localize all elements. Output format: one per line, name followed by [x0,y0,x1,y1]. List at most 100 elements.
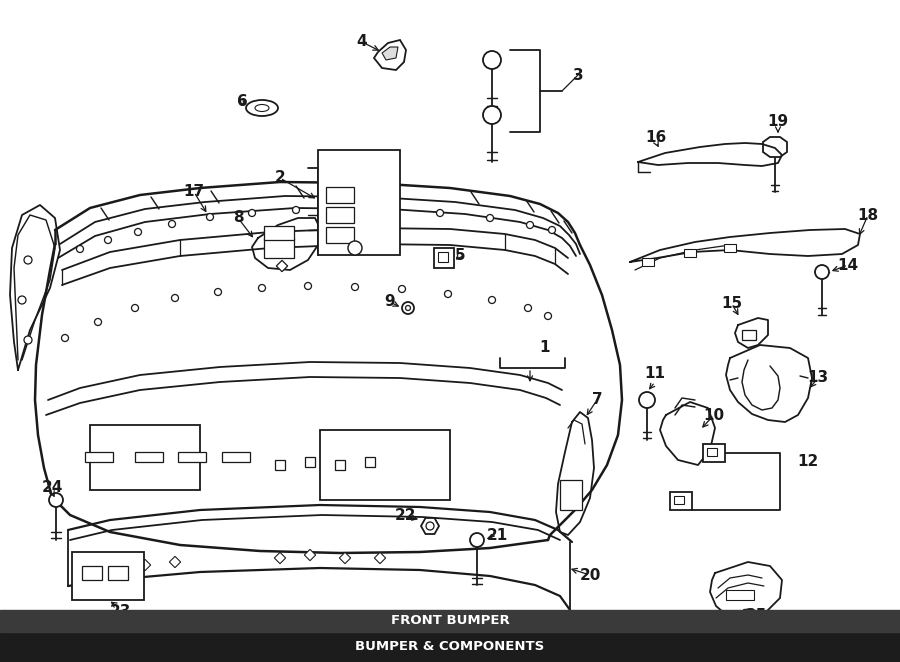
Circle shape [292,207,300,214]
Text: 7: 7 [591,393,602,408]
Circle shape [352,283,358,291]
Circle shape [168,220,176,228]
Bar [434,248,454,268]
Bar [326,187,354,203]
Text: 16: 16 [645,130,667,146]
Ellipse shape [255,105,269,111]
Bar [275,460,285,470]
Bar [339,552,351,563]
Polygon shape [763,137,787,157]
Bar [365,457,375,467]
Circle shape [348,241,362,255]
Circle shape [399,285,406,293]
Bar [85,452,113,462]
Bar [276,260,288,271]
Circle shape [131,305,139,312]
Circle shape [483,106,501,124]
Circle shape [639,392,655,408]
Bar [108,566,128,580]
Bar [264,226,294,240]
Text: 6: 6 [237,95,248,109]
Bar [178,452,206,462]
Polygon shape [421,518,439,534]
Text: 14: 14 [837,258,859,273]
Circle shape [487,214,493,222]
Circle shape [489,297,496,303]
Bar [335,460,345,470]
Text: 11: 11 [644,367,665,381]
Bar [642,258,654,266]
Circle shape [172,295,178,301]
Circle shape [206,214,213,220]
Bar [320,430,450,500]
Text: 3: 3 [572,68,583,83]
Polygon shape [382,47,398,60]
Circle shape [94,318,102,326]
Text: 15: 15 [722,297,742,312]
Circle shape [24,256,32,264]
Text: 25: 25 [745,608,767,622]
Polygon shape [374,40,406,70]
Bar [326,227,354,243]
Bar [726,590,754,600]
Bar [707,448,717,456]
Circle shape [526,222,534,228]
Circle shape [548,226,555,234]
Text: 20: 20 [580,567,600,583]
Bar [684,249,696,257]
Text: 2: 2 [274,171,285,185]
Circle shape [304,283,311,289]
Circle shape [214,289,221,295]
Text: 18: 18 [858,207,878,222]
Bar [304,549,316,561]
Circle shape [436,209,444,216]
Circle shape [258,285,265,291]
Ellipse shape [246,100,278,116]
Bar [169,556,181,567]
Circle shape [248,209,256,216]
Bar [0,632,900,662]
Bar [560,480,582,510]
Circle shape [49,493,63,507]
Bar [135,452,163,462]
Bar [0,610,900,632]
Bar [742,330,756,340]
Bar [326,207,354,223]
Circle shape [815,265,829,279]
Text: 5: 5 [454,248,465,263]
Circle shape [386,207,393,214]
Circle shape [525,305,532,312]
Text: 12: 12 [797,455,819,469]
Circle shape [61,334,68,342]
Bar [140,559,150,571]
Circle shape [18,296,26,304]
Circle shape [76,246,84,252]
Circle shape [470,533,484,547]
Circle shape [402,302,414,314]
Text: 4: 4 [356,34,367,50]
Bar [374,552,386,563]
Bar [82,566,102,580]
Bar [305,457,315,467]
Circle shape [483,51,501,69]
Bar [318,150,400,255]
Circle shape [24,336,32,344]
Bar [703,444,725,462]
Bar [724,244,736,252]
Circle shape [104,236,112,244]
Circle shape [338,205,346,213]
Circle shape [406,305,410,310]
Bar [90,425,200,490]
Bar [264,238,294,258]
Bar [438,252,448,262]
Bar [674,496,684,504]
Circle shape [445,291,452,297]
Text: 21: 21 [486,528,508,542]
Bar [222,452,250,462]
Text: FRONT BUMPER: FRONT BUMPER [391,614,509,628]
Text: 19: 19 [768,115,788,130]
Bar [670,492,692,510]
Circle shape [544,312,552,320]
Text: 10: 10 [704,408,725,422]
Text: 24: 24 [41,481,63,495]
